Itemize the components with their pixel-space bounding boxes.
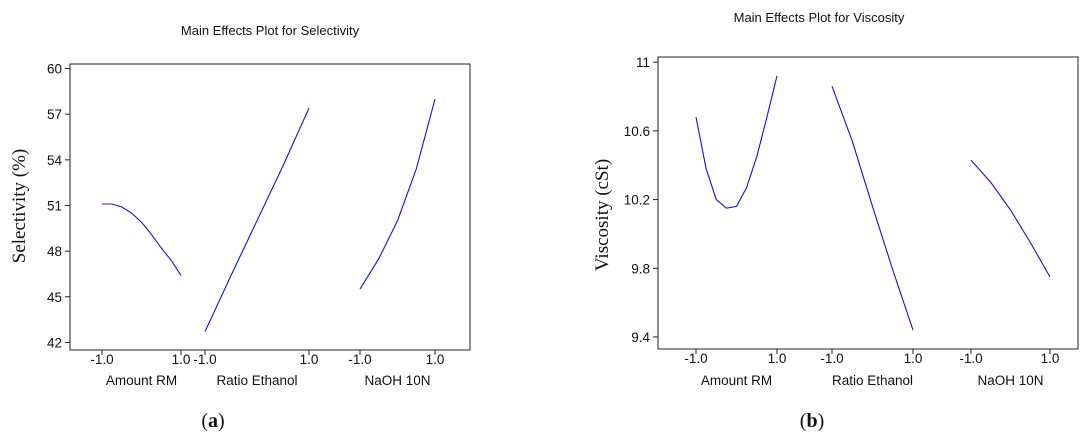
y-tick-label: 9.8 bbox=[631, 261, 650, 276]
x-tick-label: 1.0 bbox=[172, 352, 191, 367]
panel-selectivity: Main Effects Plot for Selectivity Select… bbox=[9, 23, 471, 432]
x-tick-label: -1.0 bbox=[90, 352, 113, 367]
y-tick-label: 54 bbox=[47, 153, 63, 168]
chart-title: Main Effects Plot for Viscosity bbox=[734, 10, 905, 25]
x-ticks: -1.0 1.0 Amount RM -1.0 1.0 Ratio Ethanol -1.0… bbox=[684, 349, 1059, 388]
chart-title: Main Effects Plot for Selectivity bbox=[181, 23, 360, 38]
y-tick-label: 60 bbox=[47, 62, 62, 77]
y-tick-label: 9.4 bbox=[631, 330, 650, 345]
y-tick-label: 10.2 bbox=[624, 193, 650, 208]
y-ticks: 42 45 48 51 54 57 60 bbox=[47, 62, 70, 350]
series-line-ratio-ethanol bbox=[204, 107, 310, 332]
y-tick-label: 45 bbox=[47, 290, 62, 305]
y-tick-label: 57 bbox=[47, 107, 62, 122]
series-line-amount-rm bbox=[695, 75, 778, 209]
panel-letter: a bbox=[208, 410, 218, 432]
y-tick-label: 10.6 bbox=[624, 124, 650, 139]
factor-label: Ratio Ethanol bbox=[832, 373, 913, 388]
panel-label: (b) bbox=[800, 410, 824, 432]
plot-frame bbox=[69, 63, 471, 351]
x-tick-label: -1.0 bbox=[959, 351, 982, 366]
x-tick-label: -1.0 bbox=[684, 351, 707, 366]
series-line-naoh-10n bbox=[359, 98, 436, 290]
x-tick-label: 1.0 bbox=[768, 351, 787, 366]
series-group bbox=[102, 98, 436, 332]
series-line-ratio-ethanol bbox=[831, 86, 914, 331]
series-group bbox=[695, 75, 1051, 331]
panel-viscosity: Main Effects Plot for Viscosity Viscosit… bbox=[592, 10, 1079, 432]
panel-letter: b bbox=[806, 410, 817, 432]
series-line-naoh-10n bbox=[970, 159, 1051, 278]
factor-label: Amount RM bbox=[701, 373, 772, 388]
x-tick-label: -1.0 bbox=[348, 352, 371, 367]
y-tick-label: 11 bbox=[636, 55, 650, 70]
factor-label: Amount RM bbox=[106, 373, 177, 388]
x-tick-label: 1.0 bbox=[1041, 351, 1060, 366]
factor-label: NaOH 10N bbox=[364, 373, 430, 388]
x-tick-label: -1.0 bbox=[820, 351, 843, 366]
x-tick-label: -1.0 bbox=[193, 352, 216, 367]
factor-label: Ratio Ethanol bbox=[216, 373, 297, 388]
series-line-amount-rm bbox=[102, 203, 182, 276]
panel-label: (a) bbox=[201, 410, 224, 432]
y-ticks: 9.4 9.8 10.2 10.6 11 bbox=[624, 55, 658, 345]
x-tick-label: 1.0 bbox=[300, 352, 319, 367]
y-axis-label: Viscosity (cSt) bbox=[592, 159, 613, 271]
x-tick-label: 1.0 bbox=[426, 352, 445, 367]
y-tick-label: 51 bbox=[47, 198, 62, 213]
y-tick-label: 48 bbox=[47, 244, 62, 259]
plot-frame bbox=[657, 56, 1079, 350]
y-tick-label: 42 bbox=[47, 335, 62, 350]
factor-label: NaOH 10N bbox=[977, 373, 1043, 388]
y-axis-label: Selectivity (%) bbox=[9, 149, 30, 264]
x-tick-label: 1.0 bbox=[904, 351, 923, 366]
